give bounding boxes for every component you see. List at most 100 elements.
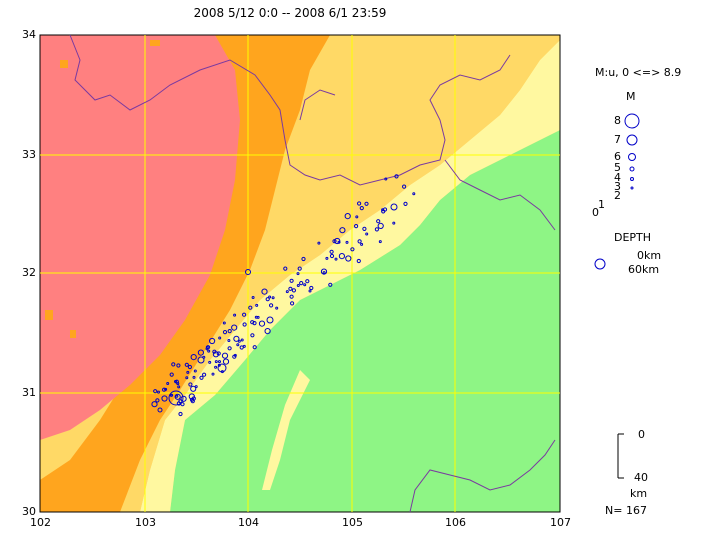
epicenter-marker: [251, 296, 255, 299]
epicenter-marker: [161, 395, 168, 402]
epicenter-marker: [329, 253, 335, 259]
epicenter-marker: [394, 174, 399, 179]
epicenter-marker: [233, 313, 237, 317]
epicenter-marker: [166, 382, 170, 385]
epicenter-marker: [252, 345, 257, 350]
epicenter-marker: [297, 266, 302, 271]
epicenter-marker: [245, 269, 251, 275]
province-border: [69, 34, 556, 513]
epicenter-marker: [214, 365, 218, 369]
epicenter-marker: [338, 253, 345, 260]
epicenter-marker: [151, 401, 158, 408]
epicenter-marker: [384, 177, 388, 181]
epicenter-marker: [242, 322, 247, 327]
epicenter-marker: [356, 258, 361, 264]
epicenter-marker: [227, 339, 231, 342]
epicenter-marker: [169, 372, 174, 377]
epicenter-marker: [162, 387, 167, 392]
map-title: 2008 5/12 0:0 -- 2008 6/1 23:59: [193, 6, 387, 20]
y-tick-33: 33: [22, 148, 36, 161]
epicenter-marker: [177, 385, 181, 389]
epicenter-marker: [207, 349, 211, 353]
epicenter-marker: [339, 227, 346, 234]
epicenter-marker: [355, 215, 359, 219]
epicenter-marker: [231, 324, 238, 331]
depth-legend-circle: [594, 258, 606, 270]
epicenter-marker: [296, 272, 300, 276]
event-count: N= 167: [605, 504, 647, 517]
mag-level-8: 8: [614, 114, 621, 127]
epicenter-marker: [290, 301, 295, 306]
y-tick-30: 30: [22, 505, 36, 518]
epicenter-marker: [301, 256, 306, 262]
epicenter-marker: [354, 224, 359, 229]
epicenter-marker: [402, 184, 407, 189]
epicenter-marker: [236, 343, 240, 347]
epicenter-marker: [211, 372, 215, 376]
epicenter-marker: [374, 227, 379, 232]
depth-top-label: 0km: [637, 249, 662, 262]
epicenter-marker: [188, 393, 195, 400]
epicenter-marker: [362, 226, 367, 231]
epicenter-marker: [377, 222, 384, 229]
epicenter-marker: [233, 353, 237, 357]
epicenter-marker: [320, 268, 328, 275]
y-tick-34: 34: [22, 28, 36, 41]
epicenter-marker: [328, 282, 333, 287]
epicenter-marker: [334, 257, 338, 261]
magnitude-range-label: M:u, 0 <=> 8.9: [595, 66, 682, 79]
magnitude-header: M: [626, 90, 636, 103]
epicenter-marker: [248, 305, 253, 310]
epicenter-marker: [208, 360, 212, 364]
epicenter-marker: [157, 390, 160, 394]
epicenter-marker: [350, 247, 355, 252]
epicenter-marker: [190, 354, 197, 361]
epicenter-marker: [186, 370, 190, 374]
epicenter-marker: [227, 346, 232, 351]
epicenter-marker: [275, 306, 279, 310]
epicenter-marker: [218, 336, 222, 340]
epicenter-marker: [359, 206, 364, 211]
epicenter-marker: [178, 411, 183, 417]
x-tick-105: 105: [342, 516, 363, 529]
epicenter-marker: [265, 297, 270, 302]
epicenter-marker: [171, 362, 176, 367]
epicenter-marker: [242, 312, 247, 317]
epicenter-marker: [193, 369, 197, 373]
x-tick-106: 106: [445, 516, 466, 529]
epicenter-marker: [199, 375, 204, 380]
epicenter-marker: [157, 407, 163, 413]
graticule: [40, 35, 560, 512]
mag-level-4: 4: [614, 171, 621, 184]
epicenter-marker: [180, 402, 185, 407]
epicenter-marker: [357, 239, 362, 244]
y-tick-32: 32: [22, 266, 36, 279]
epicenter-marker: [252, 321, 257, 326]
high-mountain-band: [40, 35, 330, 512]
epicenter-marker: [185, 376, 189, 380]
epicenter-marker: [329, 249, 334, 254]
depth-header: DEPTH: [614, 231, 652, 244]
epicenter-marker: [221, 352, 229, 359]
y-tick-31: 31: [22, 386, 36, 399]
epicenter-marker: [325, 256, 329, 260]
epicenter-marker: [254, 315, 258, 319]
epicenter-marker: [237, 339, 241, 343]
epicenter-marker: [392, 221, 396, 225]
epicenter-marker: [242, 344, 246, 348]
epicenter-marker: [344, 213, 351, 220]
epicenter-marker: [360, 242, 364, 246]
epicenter-marker: [217, 363, 227, 373]
epicenter-marker: [222, 358, 230, 365]
scale-top-label: 0: [638, 428, 645, 441]
depth-bottom-label: 60km: [628, 263, 660, 276]
epicenter-marker: [197, 356, 205, 364]
epicenter-marker: [202, 372, 207, 377]
plain-region: [170, 130, 560, 512]
epicenter-marker: [285, 290, 289, 294]
epicenter-marker: [296, 284, 300, 287]
epicenter-marker: [255, 303, 259, 307]
epicenter-marker: [209, 337, 216, 345]
epicenter-marker: [240, 338, 244, 342]
